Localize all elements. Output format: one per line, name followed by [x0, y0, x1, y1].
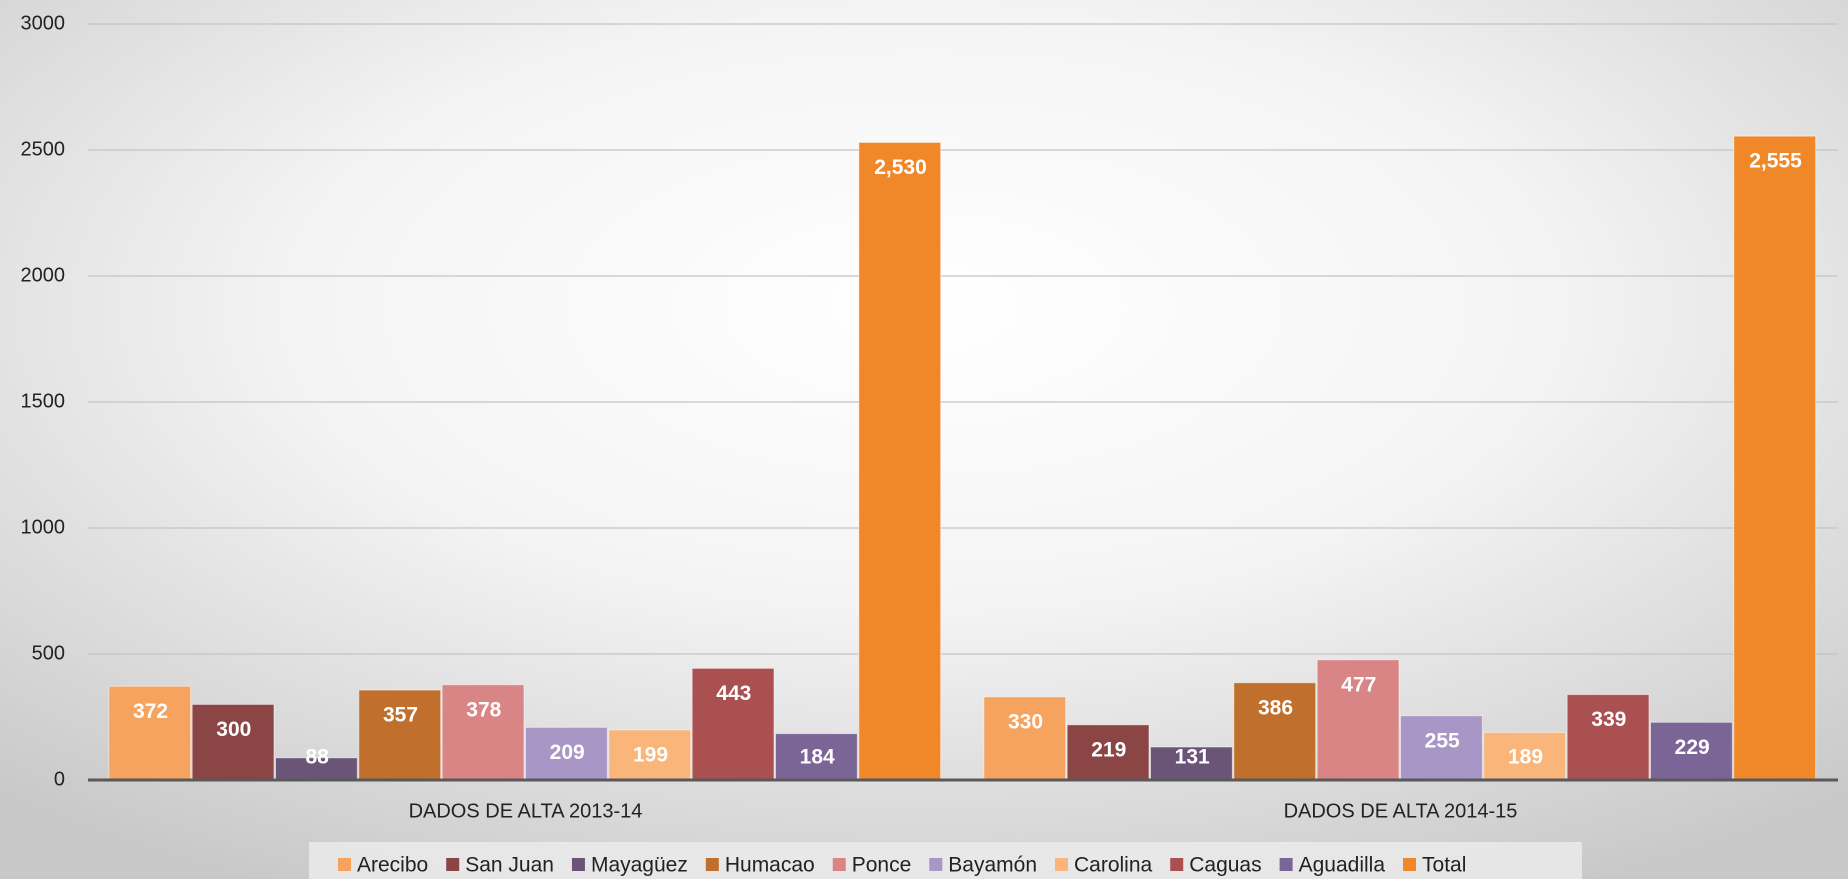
y-tick-label: 1000 — [21, 516, 66, 538]
bar — [108, 685, 192, 781]
data-label: 88 — [305, 746, 329, 769]
bar — [1233, 682, 1317, 781]
legend-label: Arecibo — [357, 854, 428, 877]
data-label: 199 — [633, 743, 668, 766]
data-label: 131 — [1175, 746, 1210, 769]
bar — [191, 703, 275, 781]
legend-label: Mayagüez — [591, 854, 688, 877]
bar — [1400, 715, 1483, 781]
data-label: 443 — [716, 682, 751, 705]
legend-label: Total — [1422, 854, 1466, 877]
data-label: 229 — [1675, 736, 1710, 759]
data-label: 184 — [800, 746, 835, 769]
bar — [608, 729, 692, 781]
y-tick-label: 0 — [54, 768, 65, 790]
data-label: 330 — [1008, 710, 1043, 733]
legend-box — [309, 842, 1582, 879]
legend-swatch — [446, 858, 460, 871]
bar — [1566, 694, 1650, 781]
bar — [1316, 659, 1400, 781]
legend-swatch — [571, 858, 585, 871]
data-label: 255 — [1425, 729, 1460, 752]
data-label: 378 — [466, 698, 501, 721]
data-label: 300 — [216, 718, 251, 741]
legend-label: San Juan — [465, 854, 554, 877]
x-tick-label: DADOS DE ALTA 2013-14 — [409, 800, 643, 822]
bar — [983, 696, 1067, 781]
legend-label: Humacao — [725, 854, 815, 877]
bar — [1150, 746, 1233, 781]
legend-label: Caguas — [1189, 854, 1261, 877]
y-tick-label: 3000 — [21, 12, 66, 34]
y-tick-label: 2000 — [21, 264, 66, 286]
data-label: 372 — [133, 700, 168, 723]
legend-swatch — [1170, 858, 1184, 871]
data-label: 357 — [383, 704, 418, 727]
bar — [691, 667, 775, 781]
legend-label: Carolina — [1074, 854, 1153, 877]
y-tick-label: 500 — [32, 642, 65, 664]
bar — [1733, 135, 1817, 781]
data-label: 2,530 — [874, 156, 927, 179]
legend-swatch — [338, 858, 351, 871]
data-label: 477 — [1341, 673, 1376, 696]
legend-label: Aguadilla — [1299, 854, 1386, 877]
x-tick-label: DADOS DE ALTA 2014-15 — [1284, 800, 1518, 822]
bar — [1483, 731, 1567, 781]
data-label: 386 — [1258, 696, 1293, 719]
y-tick-label: 1500 — [21, 390, 66, 412]
bar — [1650, 721, 1733, 781]
legend-swatch — [705, 858, 719, 871]
bar — [775, 733, 858, 781]
data-label: 219 — [1091, 738, 1126, 761]
legend-swatch — [1055, 858, 1068, 871]
legend-swatch — [1403, 858, 1417, 871]
data-label: 189 — [1508, 746, 1543, 769]
data-label: 2,555 — [1749, 150, 1802, 173]
legend-label: Bayamón — [948, 854, 1037, 877]
bar — [525, 726, 608, 781]
bar — [858, 141, 942, 781]
legend-swatch — [1279, 858, 1293, 871]
y-tick-label: 2500 — [21, 138, 66, 160]
legend-label: Ponce — [852, 854, 912, 877]
data-label: 209 — [550, 741, 585, 764]
legend-swatch — [929, 858, 943, 871]
legend-swatch — [832, 858, 846, 871]
data-label: 339 — [1591, 708, 1626, 731]
